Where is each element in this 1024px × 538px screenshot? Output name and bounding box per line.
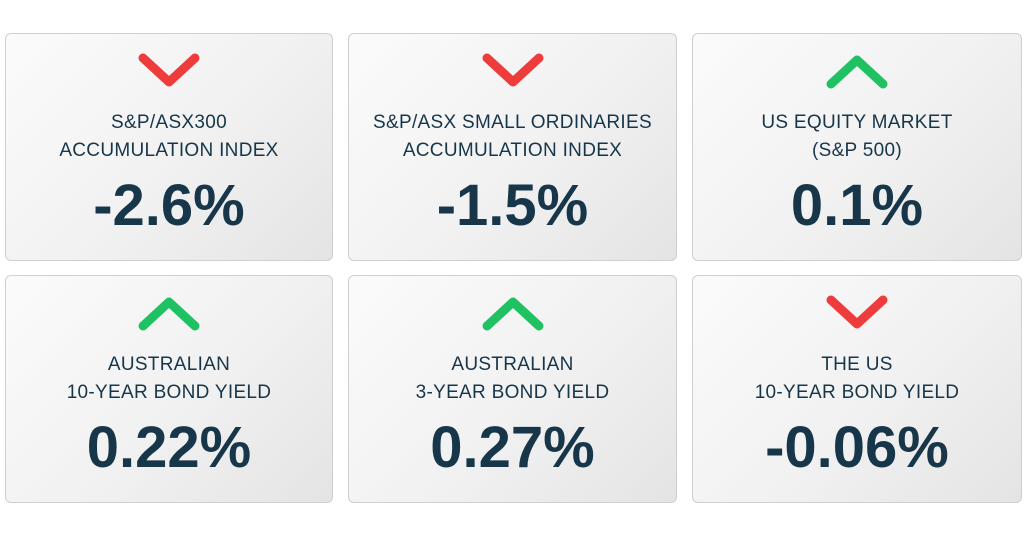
card-value: -2.6%	[93, 173, 245, 238]
card-label-line2: 3-YEAR BOND YIELD	[415, 382, 610, 403]
card-us-equity-market: US EQUITY MARKET (S&P 500) 0.1%	[692, 33, 1022, 261]
card-label-line1: S&P/ASX300	[110, 112, 228, 133]
card-us-10-year-bond: THE US 10-YEAR BOND YIELD -0.06%	[692, 275, 1022, 503]
card-label: AUSTRALIAN 10-YEAR BOND YIELD	[6, 351, 332, 407]
card-label: US EQUITY MARKET (S&P 500)	[693, 109, 1021, 165]
card-label: THE US 10-YEAR BOND YIELD	[693, 351, 1021, 407]
card-label-line2: (S&P 500)	[811, 140, 902, 161]
card-label-line1: S&P/ASX SMALL ORDINARIES	[373, 112, 652, 133]
chevron-up-icon	[482, 297, 543, 331]
market-summary-grid: S&P/ASX300 ACCUMULATION INDEX -2.6% S&P/…	[5, 33, 1022, 503]
card-label-line2: ACCUMULATION INDEX	[59, 140, 279, 161]
card-label-line2: 10-YEAR BOND YIELD	[66, 382, 272, 403]
chevron-down-icon	[826, 295, 888, 329]
card-australian-10-year-bond: AUSTRALIAN 10-YEAR BOND YIELD 0.22%	[5, 275, 333, 503]
chevron-up-icon	[826, 55, 888, 89]
card-value: 0.1%	[790, 173, 924, 238]
card-australian-3-year-bond: AUSTRALIAN 3-YEAR BOND YIELD 0.27%	[348, 275, 677, 503]
chevron-down-icon	[138, 53, 200, 87]
card-label-line2: 10-YEAR BOND YIELD	[754, 382, 960, 403]
card-value: -1.5%	[436, 173, 589, 238]
card-asx-small-ordinaries: S&P/ASX SMALL ORDINARIES ACCUMULATION IN…	[348, 33, 677, 261]
card-label: S&P/ASX300 ACCUMULATION INDEX	[6, 109, 332, 165]
card-label-line2: ACCUMULATION INDEX	[402, 140, 623, 161]
chevron-up-icon	[138, 297, 200, 331]
card-label-line1: AUSTRALIAN	[107, 354, 231, 375]
card-value: 0.22%	[86, 415, 252, 480]
chevron-down-icon	[482, 53, 543, 87]
card-label-line1: AUSTRALIAN	[451, 354, 574, 375]
card-label: S&P/ASX SMALL ORDINARIES ACCUMULATION IN…	[349, 109, 676, 165]
card-label-line1: US EQUITY MARKET	[761, 112, 953, 133]
card-asx300: S&P/ASX300 ACCUMULATION INDEX -2.6%	[5, 33, 333, 261]
card-value: -0.06%	[765, 415, 949, 480]
card-value: 0.27%	[430, 415, 595, 480]
card-label-line1: THE US	[821, 354, 893, 375]
card-label: AUSTRALIAN 3-YEAR BOND YIELD	[349, 351, 676, 407]
